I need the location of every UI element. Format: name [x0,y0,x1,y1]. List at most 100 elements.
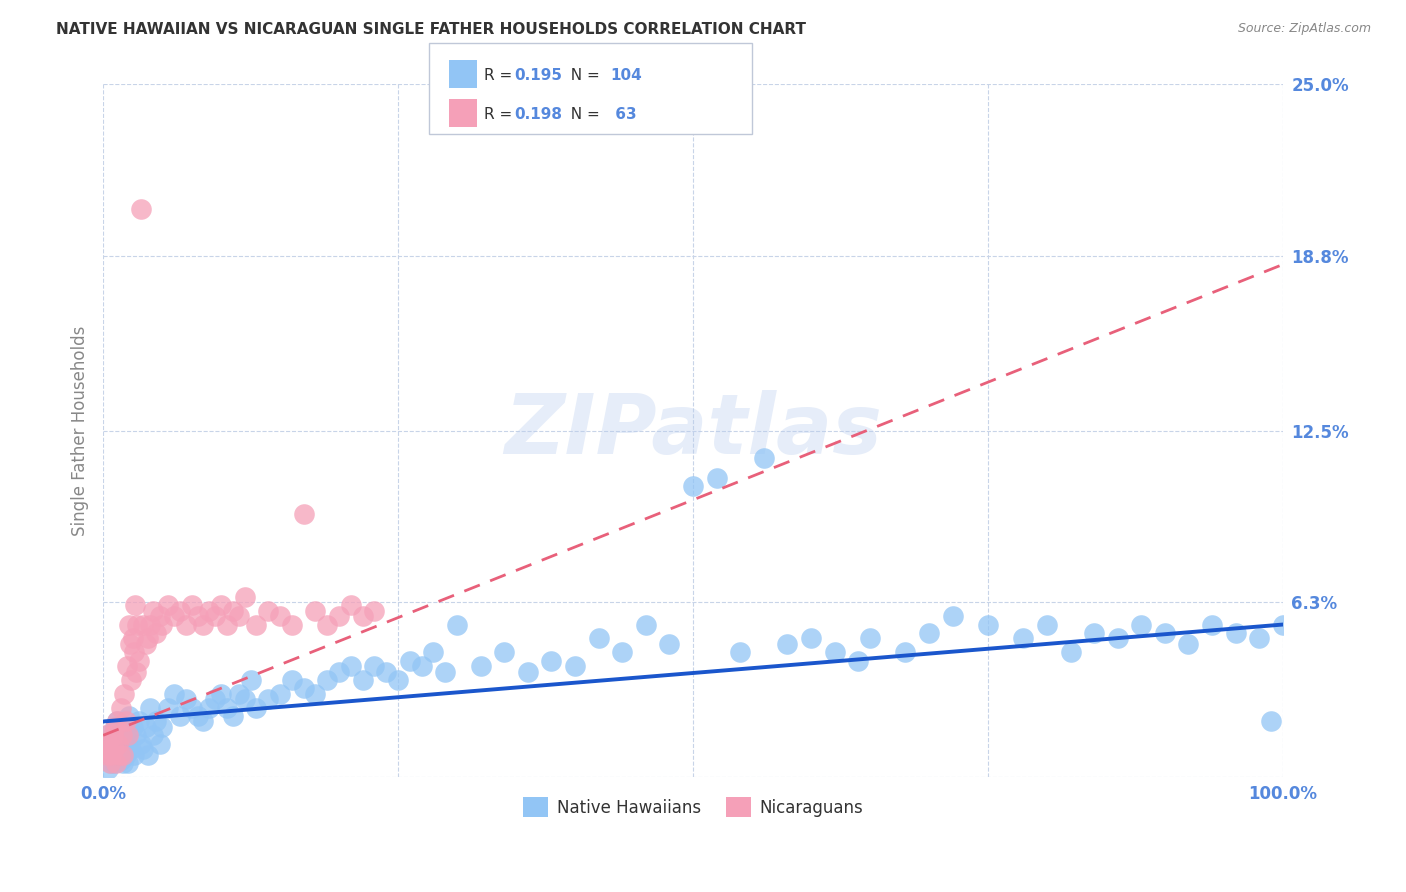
Point [434,665,457,679]
Point [120,673,142,687]
Point [363,659,385,673]
Point [198,700,221,714]
Point [612,645,634,659]
Point [117,756,139,770]
Point [281,673,304,687]
Point [1059,645,1081,659]
Point [1154,625,1177,640]
Point [257,692,280,706]
Point [800,632,823,646]
Point [1225,625,1247,640]
Point [149,609,172,624]
Point [118,709,141,723]
Point [122,747,145,762]
Point [98,756,121,770]
Point [118,617,141,632]
Point [292,681,315,696]
Point [776,637,799,651]
Point [316,673,339,687]
Point [352,673,374,687]
Point [103,742,125,756]
Point [139,617,162,632]
Text: 104: 104 [610,69,643,84]
Point [363,604,385,618]
Point [132,742,155,756]
Point [375,665,398,679]
Point [127,617,149,632]
Point [110,753,132,767]
Point [1271,617,1294,632]
Point [399,654,422,668]
Point [193,714,215,729]
Point [98,742,121,756]
Point [100,756,122,770]
Point [233,692,256,706]
Text: Source: ZipAtlas.com: Source: ZipAtlas.com [1237,22,1371,36]
Point [470,659,492,673]
Point [163,609,186,624]
Point [150,617,173,632]
Point [107,737,129,751]
Point [174,617,197,632]
Point [96,747,118,762]
Point [193,617,215,632]
Point [328,665,350,679]
Point [174,692,197,706]
Point [115,728,138,742]
Point [129,202,152,216]
Point [1107,632,1129,646]
Text: R =: R = [484,107,517,122]
Point [129,737,152,751]
Point [180,598,202,612]
Point [136,747,159,762]
Point [142,728,165,742]
Point [104,720,127,734]
Text: N =: N = [561,69,605,84]
Point [1177,637,1199,651]
Point [180,700,202,714]
Point [100,747,122,762]
Point [97,737,120,751]
Point [352,609,374,624]
Point [110,753,132,767]
Point [112,756,135,770]
Point [108,728,131,742]
Point [104,720,127,734]
Point [1130,617,1153,632]
Point [245,617,267,632]
Point [564,659,586,673]
Point [682,479,704,493]
Point [112,747,135,762]
Point [824,645,846,659]
Point [101,737,124,751]
Point [204,692,226,706]
Point [186,609,208,624]
Point [98,747,121,762]
Point [103,756,125,770]
Point [269,609,291,624]
Point [96,728,118,742]
Point [859,632,882,646]
Point [233,590,256,604]
Point [215,700,238,714]
Point [1201,617,1223,632]
Point [112,737,135,751]
Point [142,604,165,618]
Point [588,632,610,646]
Point [494,645,516,659]
Point [125,728,148,742]
Point [97,762,120,776]
Text: N =: N = [561,107,605,122]
Point [135,720,157,734]
Point [105,714,128,729]
Text: 63: 63 [610,107,637,122]
Point [104,747,127,762]
Point [139,700,162,714]
Point [169,709,191,723]
Point [1012,632,1035,646]
Y-axis label: Single Father Households: Single Father Households [72,326,89,536]
Point [292,507,315,521]
Point [977,617,1000,632]
Point [149,737,172,751]
Point [117,728,139,742]
